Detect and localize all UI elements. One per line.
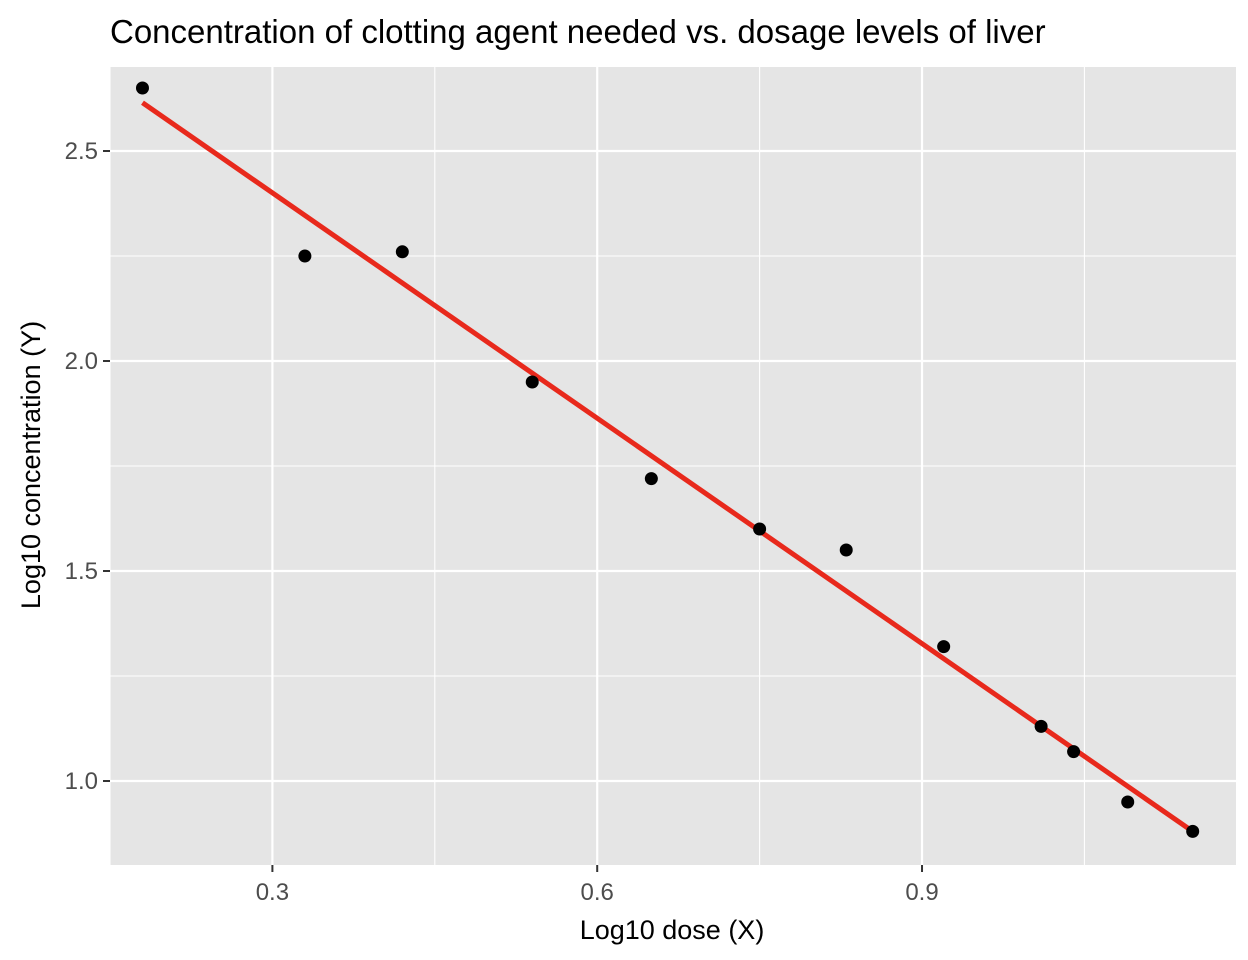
data-point xyxy=(1034,719,1048,733)
y-axis-title: Log10 concentration (Y) xyxy=(16,321,46,609)
data-point xyxy=(839,543,853,557)
y-tick-label: 2.5 xyxy=(65,138,98,165)
data-point xyxy=(395,245,409,259)
x-tick-label: 0.3 xyxy=(256,879,289,906)
y-tick-label: 2.0 xyxy=(65,348,98,375)
major-gridlines xyxy=(110,67,1236,865)
fit-line-layer xyxy=(141,100,1195,834)
data-point xyxy=(298,249,312,263)
data-point xyxy=(937,640,951,654)
chart-title: Concentration of clotting agent needed v… xyxy=(110,13,1046,50)
y-axis: 1.0 1.5 2.0 2.5 xyxy=(65,138,110,795)
data-point xyxy=(1186,824,1200,838)
points-layer xyxy=(135,81,1200,838)
x-axis: 0.3 0.6 0.9 xyxy=(256,865,939,906)
data-point xyxy=(753,522,767,536)
data-point xyxy=(1067,745,1081,759)
x-tick-label: 0.6 xyxy=(581,879,614,906)
x-axis-title: Log10 dose (X) xyxy=(580,915,765,945)
data-point xyxy=(135,81,149,95)
data-point xyxy=(1121,795,1135,809)
y-tick-label: 1.5 xyxy=(65,558,98,585)
y-tick-label: 1.0 xyxy=(65,768,98,795)
data-point xyxy=(644,472,658,486)
data-point xyxy=(525,375,539,389)
minor-gridlines xyxy=(109,67,1236,865)
fit-line xyxy=(141,100,1195,834)
x-tick-label: 0.9 xyxy=(905,879,938,906)
